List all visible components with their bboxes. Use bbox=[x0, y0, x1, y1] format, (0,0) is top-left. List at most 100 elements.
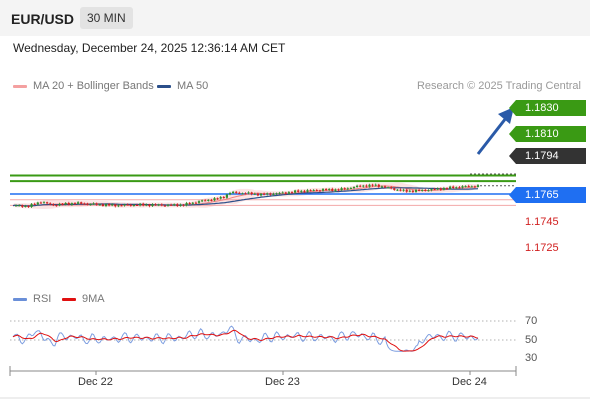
candle-body bbox=[46, 202, 49, 204]
candle-body bbox=[325, 189, 328, 191]
candle-body bbox=[424, 189, 427, 191]
candle-body bbox=[458, 187, 461, 189]
candle-body bbox=[27, 206, 30, 208]
candle-body bbox=[55, 205, 58, 207]
candle-body bbox=[24, 206, 27, 208]
candle-body bbox=[340, 188, 343, 191]
candle-body bbox=[414, 189, 418, 192]
candle-body bbox=[449, 186, 452, 189]
candle-body bbox=[470, 186, 473, 188]
candle-body bbox=[18, 205, 21, 207]
candle-body bbox=[362, 185, 365, 187]
candles bbox=[15, 183, 480, 209]
legend-9ma: 9MA bbox=[62, 293, 105, 305]
candle-body bbox=[427, 190, 430, 192]
candle-body bbox=[464, 185, 467, 187]
candle-body bbox=[166, 204, 170, 206]
candle-body bbox=[390, 187, 393, 189]
candle-body bbox=[89, 204, 92, 206]
candle-body bbox=[244, 193, 247, 195]
candle-body bbox=[331, 188, 334, 191]
rsi-axis-70: 70 bbox=[525, 315, 538, 327]
legend-ma50-label: MA 50 bbox=[177, 80, 209, 92]
candle-body bbox=[114, 204, 117, 207]
legend-ma20: MA 20 + Bollinger Bands bbox=[13, 80, 154, 92]
candle-body bbox=[232, 191, 235, 193]
candle-body bbox=[219, 197, 222, 199]
candle-body bbox=[241, 193, 244, 195]
candle-body bbox=[204, 200, 207, 202]
candle-body bbox=[42, 202, 46, 204]
candle-body bbox=[176, 204, 179, 206]
candle-body bbox=[188, 202, 191, 204]
candle-body bbox=[356, 185, 359, 187]
candle-body bbox=[135, 204, 139, 206]
candle-body bbox=[430, 189, 433, 191]
candle-body bbox=[371, 184, 374, 186]
candle-body bbox=[64, 202, 67, 205]
candle-body bbox=[303, 190, 306, 192]
candle-body bbox=[213, 198, 216, 201]
legend-rsi-label: RSI bbox=[33, 293, 52, 305]
candle-body bbox=[49, 203, 52, 205]
time-axis bbox=[0, 366, 590, 399]
candle-body bbox=[98, 204, 101, 206]
rsi-9ma-line bbox=[12, 329, 479, 352]
datetime-label: Wednesday, December 24, 2025 12:36:14 AM… bbox=[13, 41, 286, 55]
candle-body bbox=[77, 202, 80, 204]
candle-body bbox=[80, 202, 83, 204]
legend-ma20-label: MA 20 + Bollinger Bands bbox=[33, 80, 154, 92]
candle-body bbox=[191, 202, 194, 204]
candle-body bbox=[321, 189, 325, 191]
candle-body bbox=[349, 188, 352, 190]
candle-body bbox=[346, 188, 349, 190]
candle-body bbox=[433, 189, 436, 191]
candle-body bbox=[194, 202, 197, 204]
candle-body bbox=[157, 204, 160, 206]
candle-body bbox=[387, 187, 390, 189]
candle-body bbox=[297, 190, 300, 192]
candle-body bbox=[259, 193, 263, 196]
candle-body bbox=[442, 188, 445, 190]
candle-body bbox=[365, 185, 368, 187]
level-tag-pivot: 1.1765 bbox=[509, 187, 586, 203]
candle-body bbox=[86, 203, 89, 205]
level-tag-target1: 1.1810 bbox=[509, 126, 586, 142]
candle-body bbox=[300, 190, 303, 192]
candle-body bbox=[173, 204, 176, 206]
candle-body bbox=[225, 194, 228, 198]
timeframe-button[interactable]: 30 MIN bbox=[80, 7, 133, 29]
candle-body bbox=[380, 186, 383, 188]
candle-body bbox=[352, 186, 356, 189]
candle-body bbox=[275, 193, 278, 195]
candle-body bbox=[318, 190, 321, 192]
level-tag-target2: 1.1830 bbox=[509, 100, 586, 116]
candle-body bbox=[58, 203, 61, 206]
legend-9ma-label: 9MA bbox=[82, 293, 105, 305]
candle-body bbox=[145, 204, 148, 206]
candle-body bbox=[92, 203, 95, 205]
candle-body bbox=[411, 190, 414, 192]
candle-body bbox=[67, 202, 70, 205]
candle-body bbox=[101, 204, 104, 206]
candle-body bbox=[393, 188, 396, 190]
candle-body bbox=[185, 202, 188, 206]
chart-header: EUR/USD 30 MIN bbox=[0, 0, 590, 36]
candle-body bbox=[408, 190, 411, 192]
candle-body bbox=[201, 200, 204, 202]
candle-body bbox=[21, 205, 24, 207]
candle-body bbox=[476, 185, 480, 187]
candle-body bbox=[455, 187, 458, 189]
candle-body bbox=[284, 192, 287, 194]
candle-body bbox=[216, 198, 219, 200]
candle-body bbox=[473, 186, 476, 188]
legend-ma50: MA 50 bbox=[157, 80, 208, 92]
candle-body bbox=[343, 188, 346, 190]
candle-body bbox=[467, 185, 470, 187]
candle-body bbox=[148, 204, 151, 207]
candle-body bbox=[439, 188, 442, 190]
candle-body bbox=[61, 203, 64, 205]
candle-body bbox=[306, 190, 309, 192]
symbol-label: EUR/USD bbox=[11, 11, 75, 27]
